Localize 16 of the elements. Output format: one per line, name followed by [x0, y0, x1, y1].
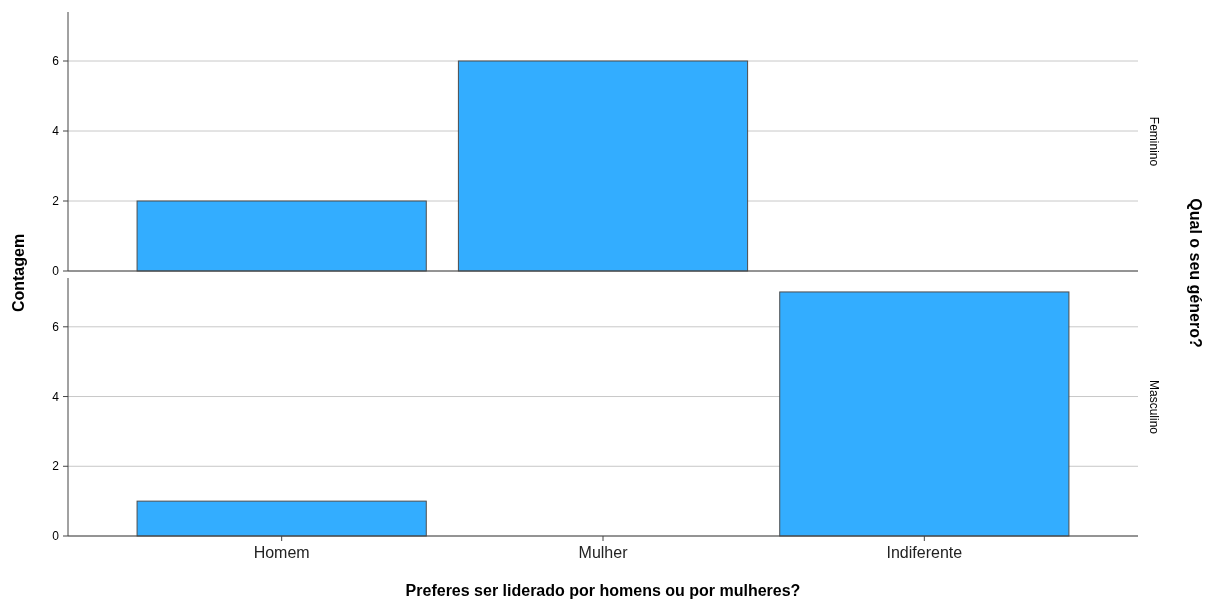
legend-title: Qual o seu género? — [1187, 198, 1204, 348]
x-tick-label: Homem — [253, 544, 310, 561]
y-tick-label: 4 — [52, 389, 60, 404]
y-axis-title: Contagem — [10, 233, 27, 313]
y-tick-label: 4 — [52, 124, 60, 139]
y-tick-label: 6 — [52, 54, 60, 69]
y2-axis-title: Feminino — [1147, 116, 1161, 167]
y-tick-label: 6 — [52, 320, 60, 335]
y-tick-label: 2 — [52, 459, 60, 474]
y-tick-label: 0 — [52, 264, 60, 279]
x-tick-label: Indiferente — [886, 544, 963, 561]
y-tick-label: 2 — [52, 194, 60, 209]
y2-axis-title: Masculino — [1147, 379, 1161, 435]
x-tick-label: Mulher — [578, 544, 629, 561]
x-axis-title: Preferes ser liderado por homens ou por mulheres? — [405, 582, 801, 599]
y-tick-label: 0 — [52, 529, 60, 544]
